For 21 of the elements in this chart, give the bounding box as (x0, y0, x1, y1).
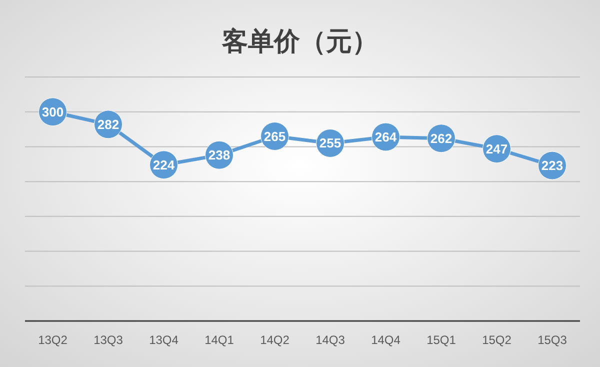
x-tick-label: 15Q1 (426, 333, 456, 347)
data-label: 238 (208, 148, 230, 163)
data-label: 223 (541, 158, 564, 174)
data-label: 224 (152, 157, 176, 172)
data-label: 282 (97, 116, 120, 132)
x-tick-label: 13Q2 (38, 333, 68, 347)
x-tick-label: 14Q1 (204, 333, 234, 347)
x-tick-label: 15Q2 (482, 333, 512, 347)
x-tick-label: 13Q3 (94, 333, 124, 347)
x-tick-label: 15Q3 (538, 333, 568, 347)
x-tick-label: 14Q4 (371, 333, 401, 347)
data-label: 264 (374, 129, 398, 144)
data-label: 262 (430, 130, 452, 146)
x-tick-label: 14Q2 (260, 333, 290, 347)
data-label: 255 (319, 136, 342, 151)
x-tick-label: 14Q3 (316, 333, 346, 347)
data-label: 265 (264, 128, 286, 144)
chart-title: 客单价（元） (221, 26, 378, 56)
x-tick-label: 13Q4 (149, 333, 179, 347)
data-label: 247 (486, 141, 508, 156)
data-label: 300 (42, 104, 64, 120)
